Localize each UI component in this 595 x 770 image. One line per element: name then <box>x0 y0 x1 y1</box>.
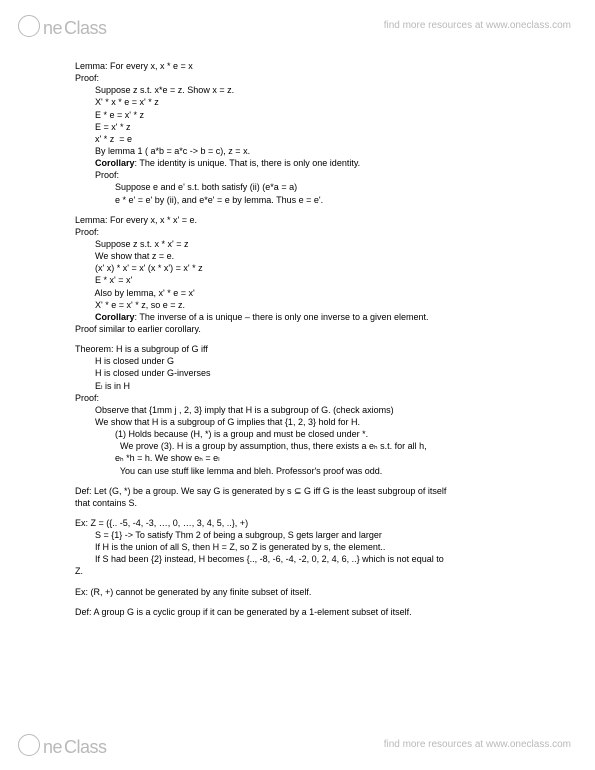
text-line: Ex: (R, +) cannot be generated by any fi… <box>75 586 555 598</box>
text-line: Corollary: The inverse of a is unique – … <box>75 311 555 323</box>
text-line: Proof: <box>75 72 555 84</box>
text-line: Theorem: H is a subgroup of G iff <box>75 343 555 355</box>
text-line: Ex: Z = ({.. -5, -4, -3, …, 0, …, 3, 4, … <box>75 517 555 529</box>
text-line: x' * z = e <box>75 133 555 145</box>
text-line: Lemma: For every x, x * e = x <box>75 60 555 72</box>
text-line: You can use stuff like lemma and bleh. P… <box>75 465 555 477</box>
brand-text-ne: ne <box>43 18 62 39</box>
text-line: that contains S. <box>75 497 555 509</box>
text-line: S = {1} -> To satisfy Thm 2 of being a s… <box>75 529 555 541</box>
text-line: Suppose e and e' s.t. both satisfy (ii) … <box>75 181 555 193</box>
text-line: H is closed under G <box>75 355 555 367</box>
text-line: Z. <box>75 565 555 577</box>
text-line: Proof: <box>75 392 555 404</box>
brand-text-class: Class <box>64 737 107 758</box>
text-line: If S had been {2} instead, H becomes {..… <box>75 553 555 565</box>
text-line: Proof: <box>75 169 555 181</box>
page-header: ne Class find more resources at www.onec… <box>0 8 595 43</box>
text-line: E * e = x' * z <box>75 109 555 121</box>
text-line: We prove (3). H is a group by assumption… <box>75 440 555 452</box>
text-line: Eₗ is in H <box>75 380 555 392</box>
text-line: (1) Holds because (H, *) is a group and … <box>75 428 555 440</box>
text-line: X' * e = x' * z, so e = z. <box>75 299 555 311</box>
text-line: E = x' * z <box>75 121 555 133</box>
text-line: Def: Let (G, *) be a group. We say G is … <box>75 485 555 497</box>
brand-text-ne: ne <box>43 737 62 758</box>
text-line: We show that H is a subgroup of G implie… <box>75 416 555 428</box>
text-line: Corollary: The identity is unique. That … <box>75 157 555 169</box>
brand-text-class: Class <box>64 18 107 39</box>
text-line: Suppose z s.t. x*e = z. Show x = z. <box>75 84 555 96</box>
text-line: X' * x * e = x' * z <box>75 96 555 108</box>
document-body: Lemma: For every x, x * e = xProof: Supp… <box>75 60 555 618</box>
text-line: Proof: <box>75 226 555 238</box>
logo-circle-icon <box>18 15 40 37</box>
text-line: eₕ *h = h. We show eₕ = eₗ <box>75 452 555 464</box>
text-line: e * e' = e' by (ii), and e*e' = e by lem… <box>75 194 555 206</box>
text-line: H is closed under G-inverses <box>75 367 555 379</box>
text-line: (x' x) * x' = x' (x * x') = x' * z <box>75 262 555 274</box>
text-line: E * x' = x' <box>75 274 555 286</box>
text-line: Lemma: For every x, x * x' = e. <box>75 214 555 226</box>
text-line: Def: A group G is a cyclic group if it c… <box>75 606 555 618</box>
page-footer: ne Class find more resources at www.onec… <box>0 727 595 762</box>
logo-circle-icon <box>18 734 40 756</box>
text-line: Observe that {1mm j , 2, 3} imply that H… <box>75 404 555 416</box>
text-line: If H is the union of all S, then H = Z, … <box>75 541 555 553</box>
text-line: By lemma 1 ( a*b = a*c -> b = c), z = x. <box>75 145 555 157</box>
brand-logo-footer: ne Class <box>18 731 107 758</box>
text-line: Also by lemma, x' * e = x' <box>75 287 555 299</box>
text-line: We show that z = e. <box>75 250 555 262</box>
text-line: Suppose z s.t. x * x' = z <box>75 238 555 250</box>
brand-logo: ne Class <box>18 12 107 39</box>
text-line: Proof similar to earlier corollary. <box>75 323 555 335</box>
header-tagline: find more resources at www.oneclass.com <box>384 20 571 31</box>
footer-tagline: find more resources at www.oneclass.com <box>384 739 571 750</box>
